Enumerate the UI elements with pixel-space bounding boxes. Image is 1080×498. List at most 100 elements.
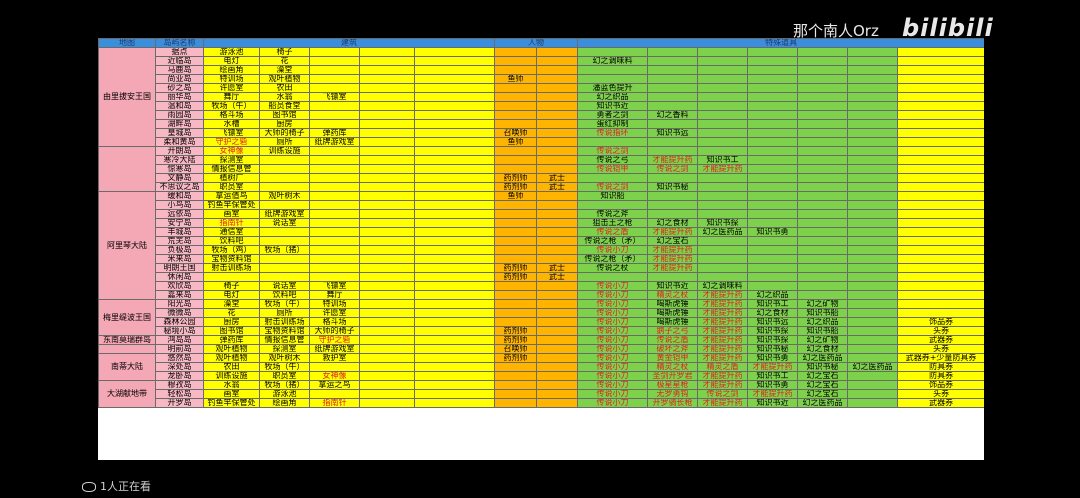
island-cell: 安宁岛 — [155, 218, 204, 228]
special-item-cell — [697, 245, 749, 255]
table-row: 深处岛 农田 牧场（牛） 传说小刀 精灵之杖 精灵之盾 才能提升药 知识书秘 幻之医药品 防具券 — [99, 362, 984, 372]
region-cell: 南蒂大陆 — [98, 353, 156, 381]
special-item-cell — [797, 254, 849, 264]
special-item-cell — [697, 128, 749, 138]
table-row: 不思议之岛 职员室 药剂师 武士 传说之剑 知识书秘 — [99, 182, 984, 192]
building-cell — [259, 200, 310, 210]
building-cell: 图书馆 — [203, 326, 260, 336]
building-cell — [359, 254, 415, 264]
island-cell: 文静岛 — [155, 173, 204, 183]
island-cell: 秘境小岛 — [155, 326, 204, 336]
special-item-cell: 传说小刀 — [577, 326, 649, 336]
table-row: 休闲岛 药剂师 武士 — [99, 272, 984, 282]
special-item-cell — [847, 371, 899, 381]
building-cell — [359, 290, 415, 300]
special-item-cell — [647, 83, 699, 93]
region-cell: 阿里琴大陆 — [98, 191, 156, 300]
table-row: 负极岛 牧场（鸡） 牧场（猪） 传说小刀 才能提升药 — [99, 245, 984, 255]
character-cell — [494, 56, 538, 66]
character-cell — [536, 119, 579, 129]
special-item-cell — [847, 218, 899, 228]
table-row: 秘境小岛 图书馆 宝物资料馆 大师的椅子 药剂师 传说小刀 鹅子之弓 才能提升药 知识书探 知识书… — [99, 326, 984, 336]
building-cell — [413, 146, 496, 156]
ticket-cell — [897, 83, 984, 93]
special-item-cell — [847, 101, 899, 111]
table-row: 皇城岛 飞镖室 大师的椅子 弹药库 召唤师 传说指环 知识书远 — [99, 128, 984, 138]
building-cell: 牧场（鸡） — [203, 245, 260, 255]
special-item-cell: 知识书近 — [647, 281, 699, 291]
island-cell: 柔和黄岛 — [155, 137, 204, 147]
building-cell: 宝物资料馆 — [203, 254, 260, 264]
special-item-cell — [747, 254, 799, 264]
special-item-cell: 传说小刀 — [577, 362, 649, 372]
viewer-icon — [82, 482, 96, 492]
building-cell: 图书馆 — [259, 110, 310, 120]
special-item-cell — [697, 209, 749, 219]
building-cell — [359, 317, 415, 327]
special-item-cell: 传说之杖 — [577, 263, 649, 273]
building-cell: 大师的椅子 — [259, 128, 310, 138]
building-cell — [309, 236, 360, 246]
special-item-cell: 知识书远 — [647, 128, 699, 138]
building-cell — [359, 362, 415, 372]
character-cell — [536, 56, 579, 66]
special-item-cell: 幻之食材 — [747, 308, 799, 318]
building-cell — [413, 254, 496, 264]
building-cell — [413, 155, 496, 165]
building-cell — [413, 65, 496, 75]
building-cell: 农田 — [203, 362, 260, 372]
special-item-cell: 传说之盾 — [647, 335, 699, 345]
island-cell: 寒冷大陆 — [155, 155, 204, 165]
special-item-cell — [747, 164, 799, 174]
building-cell: 花 — [259, 56, 310, 66]
building-cell — [413, 218, 496, 228]
building-cell — [309, 227, 360, 237]
special-item-cell: 幻之织品 — [577, 92, 649, 102]
building-cell — [359, 182, 415, 192]
building-cell: 水翁 — [203, 380, 260, 390]
building-cell — [309, 155, 360, 165]
ticket-cell: 头券 — [897, 389, 984, 399]
special-item-cell — [697, 119, 749, 129]
character-cell — [536, 92, 579, 102]
island-cell: 砂之岛 — [155, 83, 204, 93]
special-item-cell — [697, 191, 749, 201]
building-cell — [413, 290, 496, 300]
ticket-cell — [897, 137, 984, 147]
character-cell — [536, 164, 579, 174]
character-cell — [536, 200, 579, 210]
special-item-cell: 幻之矿物 — [797, 299, 849, 309]
building-cell: 舞厅 — [203, 92, 260, 102]
building-cell: 椅子 — [259, 47, 310, 57]
character-cell: 药剂师 — [494, 263, 538, 273]
special-item-cell: 精灵之杖 — [647, 290, 699, 300]
island-cell: 悠然岛 — [155, 353, 204, 363]
table-row: 轻松岛 画室 游泳池 传说小刀 无罗勇钩 传说之剑 才能提升药 幻之宝石 头券 — [99, 389, 984, 399]
building-cell — [309, 218, 360, 228]
building-cell: 观叶植物 — [203, 353, 260, 363]
special-item-cell — [797, 236, 849, 246]
special-item-cell: 精灵之盾 — [697, 362, 749, 372]
special-item-cell — [797, 245, 849, 255]
special-item-cell — [747, 173, 799, 183]
character-cell: 武士 — [536, 182, 579, 192]
building-cell — [309, 119, 360, 129]
table-row: 嘉来岛 电灯 饮料吧 舞厅 传说小刀 精灵之杖 才能提升药 幻之织品 — [99, 290, 984, 300]
island-cell: 湖畔岛 — [155, 119, 204, 129]
building-cell: 训练设施 — [203, 371, 260, 381]
special-item-cell — [847, 317, 899, 327]
character-cell — [536, 380, 579, 390]
uploader-name[interactable]: 那个南人Orz — [793, 22, 879, 40]
special-item-cell — [747, 191, 799, 201]
special-item-cell — [797, 65, 849, 75]
building-cell — [413, 182, 496, 192]
building-cell: 画室 — [203, 389, 260, 399]
building-cell — [413, 164, 496, 174]
character-cell: 药剂师 — [494, 326, 538, 336]
special-item-cell: 幻之医药品 — [797, 353, 849, 363]
special-item-cell: 才能提升药 — [697, 344, 749, 354]
ticket-cell — [897, 74, 984, 84]
special-item-cell — [697, 101, 749, 111]
special-item-cell — [747, 137, 799, 147]
character-cell — [536, 209, 579, 219]
